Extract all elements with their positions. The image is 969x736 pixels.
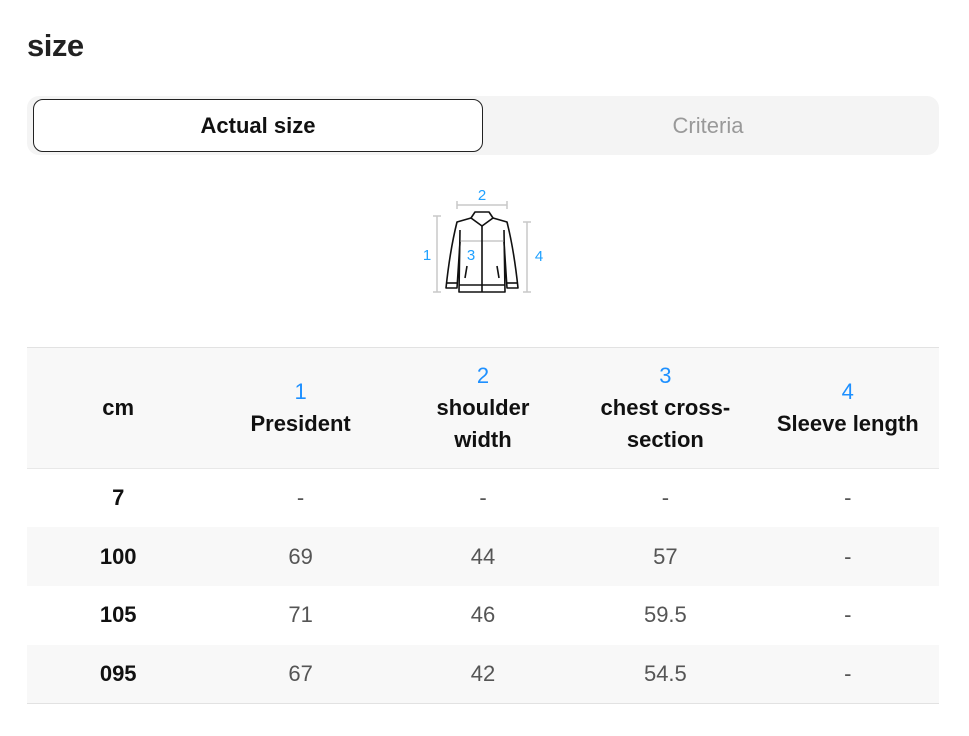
table-header-row: cm 1 President 2 shoulder width 3 chest cro… (27, 347, 939, 469)
table-row: 105 71 46 59.5 - (27, 586, 939, 645)
tab-actual-size[interactable]: Actual size (33, 99, 483, 152)
header-chest: 3 chest cross-section (574, 347, 757, 469)
header-president: 1 President (209, 347, 392, 469)
table-row: 095 67 42 54.5 - (27, 644, 939, 704)
header-sleeve: 4 Sleeve length (756, 347, 939, 469)
size-tabs: Actual size Criteria (27, 96, 939, 155)
header-cm: cm (27, 347, 210, 469)
size-cell: 095 (27, 644, 210, 704)
value-cell: - (661, 485, 670, 511)
value-cell: - (756, 644, 939, 704)
size-cell: 100 (27, 527, 210, 586)
value-cell: 42 (391, 644, 575, 704)
jacket-measurement-icon: 2 1 3 4 (423, 187, 543, 293)
value-cell: 44 (391, 527, 575, 586)
header-shoulder-width: 2 shoulder width (391, 347, 575, 469)
size-table: cm 1 President 2 shoulder width 3 chest cro… (27, 347, 939, 704)
value-cell: 54.5 (574, 644, 757, 704)
tab-criteria[interactable]: Criteria (672, 112, 744, 138)
value-cell: 71 (288, 602, 313, 628)
value-cell: 46 (470, 602, 496, 628)
value-cell: - (756, 527, 939, 586)
value-cell: - (296, 485, 305, 511)
value-cell: - (844, 602, 852, 628)
value-cell: - (479, 485, 487, 511)
value-cell: 57 (574, 527, 757, 586)
table-row: 7 - - - - (27, 469, 939, 528)
size-cell: 105 (99, 602, 137, 628)
label-2: 2 (478, 187, 486, 204)
label-4: 4 (535, 248, 543, 265)
table-row: 100 69 44 57 - (27, 527, 939, 586)
value-cell: - (844, 485, 852, 511)
label-1: 1 (423, 247, 431, 264)
page-title: size (27, 28, 84, 63)
label-3: 3 (467, 247, 475, 264)
value-cell: 67 (209, 644, 392, 704)
value-cell: 59.5 (643, 602, 687, 628)
value-cell: 69 (209, 527, 392, 586)
size-cell: 7 (112, 485, 125, 511)
